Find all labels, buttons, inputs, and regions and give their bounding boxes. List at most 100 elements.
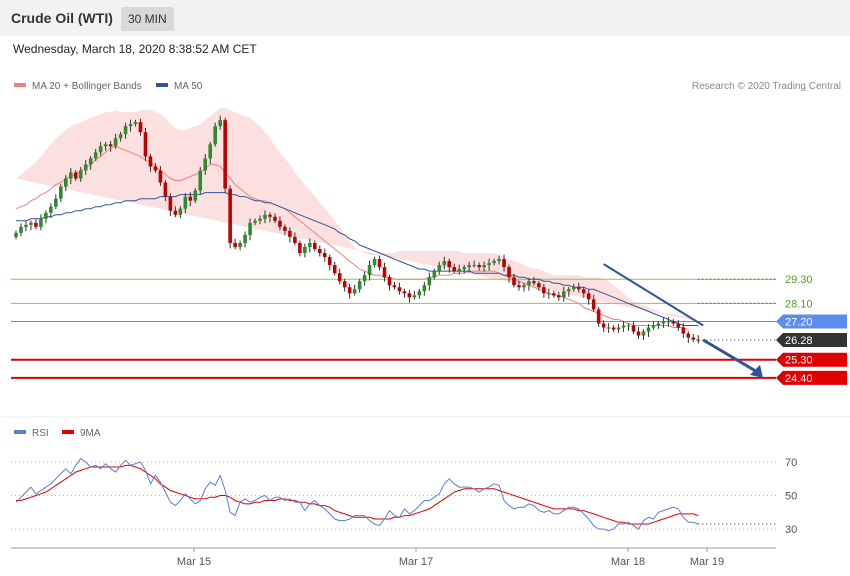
candle-body [691,337,696,340]
candle-body [332,265,337,274]
candle-body [512,277,516,286]
legend-rsi: RSI [14,428,49,439]
ma20-line [15,145,689,330]
candle-body [507,267,511,278]
candle-body [357,281,362,290]
candle-body [243,234,247,243]
candle-body [153,166,158,171]
candle-body [442,261,447,266]
candle-body [223,120,227,189]
bollinger-band [16,108,699,322]
candle-body [44,212,48,219]
level-tag-26-28 [776,333,847,347]
candle-body [522,285,526,288]
candle-body [362,275,367,282]
candle-body [213,126,217,145]
candle-body [327,257,332,266]
candle-body [581,289,586,294]
candle-body [288,230,292,237]
candle-body [108,144,113,147]
candle-body [39,218,43,227]
candle-body [417,291,422,296]
legend-rsi-swatch [14,430,26,435]
candle-body [586,293,591,300]
candle-body [273,216,277,221]
candle-body [128,124,133,127]
candle-body [198,170,203,191]
candle-body [93,152,98,159]
candle-body [407,293,412,298]
candle-body [557,295,561,298]
candle-body [218,120,222,127]
candle-body [103,144,108,147]
candle-body [527,281,531,286]
candle-body [113,138,118,147]
candle-body [427,277,432,286]
candle-body [656,323,661,326]
candle-body [278,220,282,227]
legend-ma20: MA 20 + Bollinger Bands [14,81,142,92]
candle-body [462,267,466,270]
candle-body [497,259,501,262]
legend-9ma-label: 9MA [80,428,101,439]
candle-body [566,289,571,292]
candle-body [646,327,651,332]
candle-body [253,220,257,223]
candle-body [482,265,486,268]
candle-body [19,226,23,233]
candle-body [457,269,462,272]
candles [14,115,701,344]
candle-body [576,287,581,290]
legend-ma20-swatch [14,83,26,88]
candle-body [626,325,631,327]
candle-body [387,277,392,286]
rsi-line [15,457,699,532]
candle-body [342,281,347,288]
candle-body [392,285,397,288]
level-tag-24-40 [776,370,847,385]
x-tick-label: Mar 15 [177,556,211,568]
candle-body [88,158,93,165]
timestamp: Wednesday, March 18, 2020 8:38:52 AM CET [13,42,257,56]
candle-body [208,144,213,159]
candle-body [367,265,372,276]
candle-body [616,327,621,330]
candle-body [337,273,342,282]
candle-body [591,299,596,310]
forecast-arrow-shaft [702,338,758,374]
candle-body [452,267,457,272]
candle-body [601,323,606,328]
candle-body [298,242,302,254]
candle-body [148,156,153,167]
x-tick-label: Mar 19 [690,556,724,568]
candle-body [308,242,312,247]
candle-body [193,190,198,201]
candle-body [347,287,352,294]
candle-body [671,321,676,324]
candle-body [676,323,681,328]
legend-rsi-label: RSI [32,428,49,439]
rsi-9ma-line [16,464,699,525]
level-label-24-40: 24.40 [785,373,813,385]
candle-body [377,259,382,268]
candle-body [68,172,73,179]
candle-body [98,146,103,153]
candle-body [313,242,317,249]
candle-body [29,222,33,225]
candle-body [621,325,626,328]
legend-9ma-swatch [62,430,74,435]
level-tag-27-20 [776,314,847,329]
candle-body [263,214,267,219]
candle-body [49,206,53,213]
candle-body [158,170,163,183]
candle-body [422,285,427,292]
x-tick-label: Mar 18 [611,556,645,568]
candle-body [238,242,242,247]
candle-body [666,321,671,323]
candle-body [317,248,322,254]
interval-badge[interactable]: 30 MIN [121,7,174,31]
candle-body [661,321,666,324]
candle-body [432,271,437,278]
candle-body [143,132,148,157]
